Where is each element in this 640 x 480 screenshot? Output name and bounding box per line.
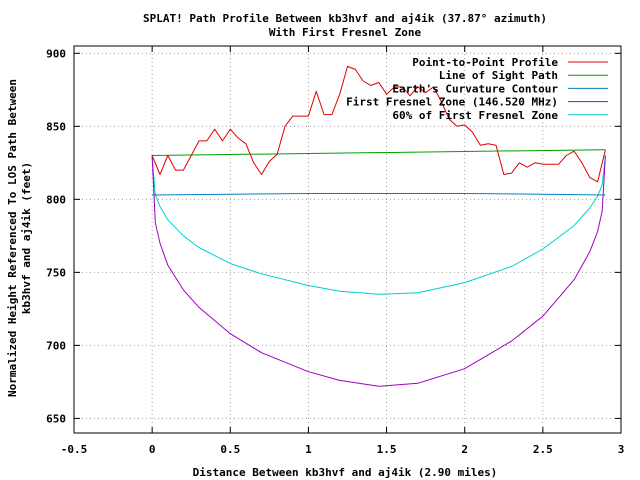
legend-label-3: First Fresnel Zone (146.520 MHz) [346, 96, 558, 109]
axes-layer: -0.5 0 0.5 1 1.5 2 2.5 3 650 700 750 800 850 900 [46, 46, 624, 456]
x-tick-label: 1 [305, 443, 312, 456]
series-line-0 [151, 65, 606, 183]
x-tick-label: 2 [461, 443, 468, 456]
x-tick-label: 3 [618, 443, 625, 456]
chart-title: SPLAT! Path Profile Between kb3hvf and a… [143, 12, 547, 25]
x-tick-label: 2.5 [533, 443, 553, 456]
series-line-3 [151, 155, 606, 387]
legend-label-0: Point-to-Point Profile [412, 56, 558, 69]
x-axis-label: Distance Between kb3hvf and aj4ik (2.90 … [193, 466, 498, 479]
y-tick-label: 750 [46, 266, 66, 279]
grid-layer [74, 46, 621, 433]
y-tick-label: 650 [46, 412, 66, 425]
y-tick-label: 900 [46, 47, 66, 60]
legend-label-2: Earth's Curvature Contour [392, 82, 558, 95]
x-tick-label: 0.5 [220, 443, 240, 456]
y-axis-label-line-2: kb3hvf and aj4ik (feet) [20, 162, 33, 314]
series-line-1 [152, 149, 606, 156]
legend-label-4: 60% of First Fresnel Zone [392, 109, 558, 122]
x-tick-label: -0.5 [61, 443, 88, 456]
chart-subtitle: With First Fresnel Zone [269, 26, 422, 39]
y-axis-label-line-1: Normalized Height Referenced To LOS Path… [6, 79, 19, 397]
y-tick-label: 700 [46, 339, 66, 352]
x-tick-label: 0 [149, 443, 156, 456]
plot-frame [73, 45, 622, 434]
series-line-4 [151, 155, 606, 295]
legend-label-1: Line of Sight Path [439, 69, 558, 82]
series-layer [151, 65, 606, 387]
x-tick-label: 1.5 [377, 443, 397, 456]
y-tick-label: 800 [46, 193, 66, 206]
y-tick-label: 850 [46, 120, 66, 133]
series-line-2 [152, 193, 606, 196]
